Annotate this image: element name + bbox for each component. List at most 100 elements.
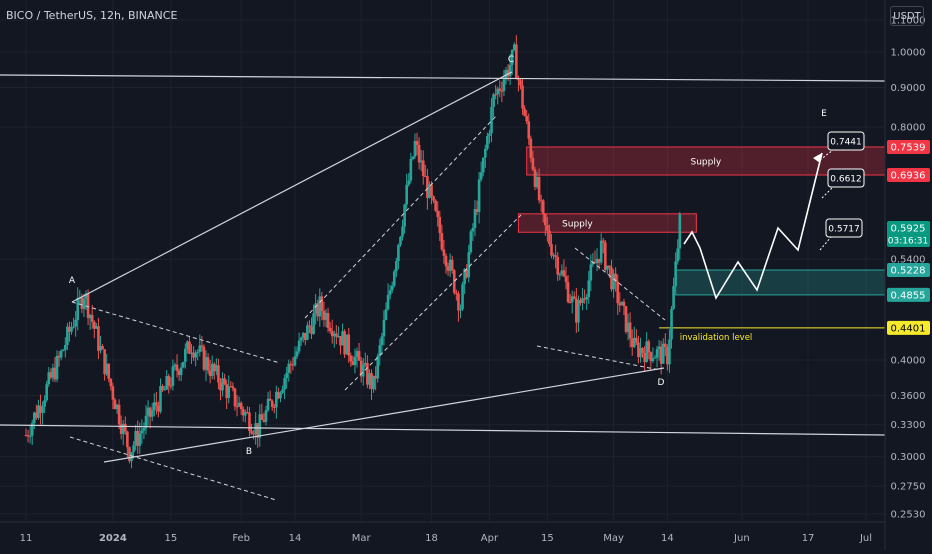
candle	[384, 302, 388, 321]
candle-body	[208, 370, 212, 376]
candle	[260, 403, 264, 421]
candle	[190, 344, 193, 364]
candle-body	[204, 357, 208, 370]
candle	[349, 352, 353, 367]
candle	[28, 425, 32, 444]
candle-body	[88, 314, 92, 319]
candle-body	[299, 337, 303, 341]
candle-body	[641, 348, 644, 353]
candle	[262, 412, 266, 423]
candle-body	[148, 407, 152, 417]
candle-body	[589, 264, 593, 281]
candle-body	[159, 386, 162, 412]
candle-body	[496, 88, 500, 95]
candle	[351, 355, 355, 366]
candle	[128, 446, 131, 464]
candle	[645, 332, 648, 363]
candle-body	[479, 172, 483, 180]
candle	[88, 313, 92, 330]
candle	[167, 373, 171, 394]
candle	[241, 406, 245, 422]
candle	[359, 356, 363, 383]
candle-body	[289, 363, 293, 365]
candle-body	[109, 378, 113, 387]
candle	[59, 349, 63, 361]
candle	[510, 49, 514, 75]
invalidation-label: invalidation level	[680, 333, 753, 343]
candle-body	[136, 430, 140, 446]
candle-body	[384, 309, 388, 320]
candle	[252, 430, 255, 440]
candle	[585, 293, 588, 310]
currency-selector[interactable]: USDT	[890, 6, 924, 26]
candle	[664, 333, 667, 357]
candle-body	[101, 346, 104, 350]
candle-body	[378, 345, 382, 356]
candle	[206, 353, 210, 375]
candle	[653, 355, 657, 359]
candle-body	[138, 433, 142, 446]
candle	[291, 357, 295, 371]
candle-body	[39, 405, 42, 413]
candle-body	[68, 326, 71, 332]
price-tick-label: 0.4000	[891, 356, 926, 367]
candle	[403, 203, 406, 234]
candle	[388, 285, 392, 300]
candle-body	[66, 326, 69, 346]
candle	[397, 243, 400, 270]
candle-body	[601, 240, 605, 243]
candle-body	[287, 363, 291, 373]
supply-zone	[517, 213, 697, 233]
candle	[457, 290, 460, 322]
candle-body	[171, 366, 175, 386]
candle-body	[510, 49, 514, 65]
candle-body	[256, 423, 260, 438]
candle	[35, 404, 38, 420]
candle-body	[446, 266, 450, 271]
candle-body	[332, 333, 336, 337]
candle-body	[426, 176, 429, 198]
candle	[546, 216, 549, 242]
time-tick-label: Mar	[352, 533, 372, 544]
candle-body	[61, 349, 65, 351]
candle-body	[450, 259, 454, 271]
dashed-channel-bottom	[344, 214, 522, 391]
candle-body	[554, 255, 557, 257]
candle	[496, 86, 500, 105]
candle-body	[612, 273, 615, 290]
candle	[343, 329, 346, 358]
price-tag-label: 0.5925	[891, 223, 926, 234]
candle-body	[316, 303, 320, 317]
candle	[30, 419, 34, 446]
horizontal-resistance-line	[0, 74, 886, 82]
candle-body	[388, 290, 392, 295]
candle	[372, 375, 375, 393]
candle	[126, 430, 129, 458]
candle-body	[59, 350, 63, 358]
candle-body	[457, 293, 460, 311]
candle	[181, 361, 185, 369]
candle	[628, 312, 632, 348]
candle-body	[488, 133, 491, 137]
candle	[43, 395, 46, 414]
price-tag-label: 0.7539	[891, 142, 926, 153]
candle	[579, 297, 582, 306]
candle-body	[448, 259, 452, 271]
candle	[572, 291, 576, 300]
candle	[587, 271, 591, 304]
candle-body	[49, 372, 53, 378]
candle	[415, 132, 419, 156]
candle	[293, 346, 297, 367]
candle-body	[246, 412, 249, 414]
candle	[469, 229, 473, 255]
candle	[405, 173, 408, 210]
candle-body	[74, 319, 77, 327]
candle-body	[519, 80, 522, 86]
candle-body	[339, 336, 342, 346]
candle-body	[231, 386, 235, 389]
candle-body	[372, 375, 375, 390]
candle-body	[382, 319, 386, 337]
candle	[275, 385, 278, 419]
candle	[610, 259, 613, 292]
